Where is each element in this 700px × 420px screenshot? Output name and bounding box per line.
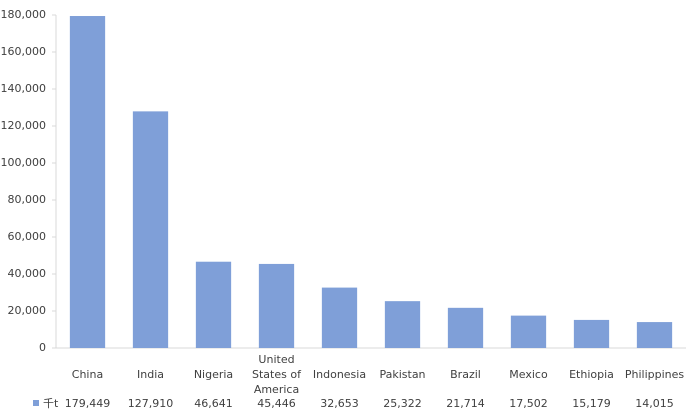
y-tick-label: 120,000 xyxy=(1,119,47,132)
bar xyxy=(321,287,358,348)
bar xyxy=(636,322,673,348)
bar xyxy=(384,301,421,348)
y-tick-label: 80,000 xyxy=(8,193,47,206)
bar xyxy=(510,315,547,348)
x-tick-label-box: Pakistan xyxy=(379,367,426,381)
x-tick-label-box: China xyxy=(71,367,104,381)
legend-label: 千t xyxy=(43,397,59,410)
x-tick-label-box: United States of America xyxy=(252,352,301,396)
table-value: 32,653 xyxy=(320,397,359,410)
x-tick-label: Nigeria xyxy=(193,367,234,381)
table-value: 15,179 xyxy=(572,397,611,410)
y-tick-label: 60,000 xyxy=(8,230,47,243)
x-tick-label-box: Mexico xyxy=(509,367,548,381)
bar xyxy=(573,319,610,348)
x-tick-label: Mexico xyxy=(509,367,548,381)
x-tick-label-box: Brazil xyxy=(450,367,481,381)
bar xyxy=(447,307,484,348)
x-tick-label: Indonesia xyxy=(312,367,367,381)
legend-marker xyxy=(33,400,39,406)
x-tick-label: Brazil xyxy=(450,367,481,381)
x-tick-label: China xyxy=(71,367,104,381)
y-tick-label: 160,000 xyxy=(1,45,47,58)
x-tick-label: Ethiopia xyxy=(569,367,614,381)
y-tick-label: 0 xyxy=(39,341,46,354)
x-tick-label-box: Philippines xyxy=(624,367,685,381)
table-value: 14,015 xyxy=(635,397,674,410)
bar xyxy=(69,16,106,349)
x-tick-label-box: Ethiopia xyxy=(569,367,614,381)
table-value: 25,322 xyxy=(383,397,422,410)
table-value: 17,502 xyxy=(509,397,548,410)
table-value: 46,641 xyxy=(194,397,233,410)
y-tick-label: 140,000 xyxy=(1,82,47,95)
x-tick-label-box: Indonesia xyxy=(312,367,367,381)
x-tick-label-box: Nigeria xyxy=(193,367,234,381)
x-tick-label: United States of America xyxy=(252,352,301,396)
bar xyxy=(258,263,295,348)
y-tick-label: 40,000 xyxy=(8,267,47,280)
y-tick-label: 100,000 xyxy=(1,156,47,169)
table-value: 21,714 xyxy=(446,397,485,410)
x-tick-label: Pakistan xyxy=(379,367,426,381)
y-tick-label: 20,000 xyxy=(8,304,47,317)
x-tick-label: India xyxy=(137,367,164,381)
table-value: 127,910 xyxy=(128,397,174,410)
bar xyxy=(195,261,232,348)
x-tick-label: Philippines xyxy=(624,367,685,381)
bar xyxy=(132,111,169,348)
table-value: 179,449 xyxy=(65,397,111,410)
table-value: 45,446 xyxy=(257,397,296,410)
y-tick-label: 180,000 xyxy=(1,8,47,21)
x-tick-label-box: India xyxy=(137,367,164,381)
